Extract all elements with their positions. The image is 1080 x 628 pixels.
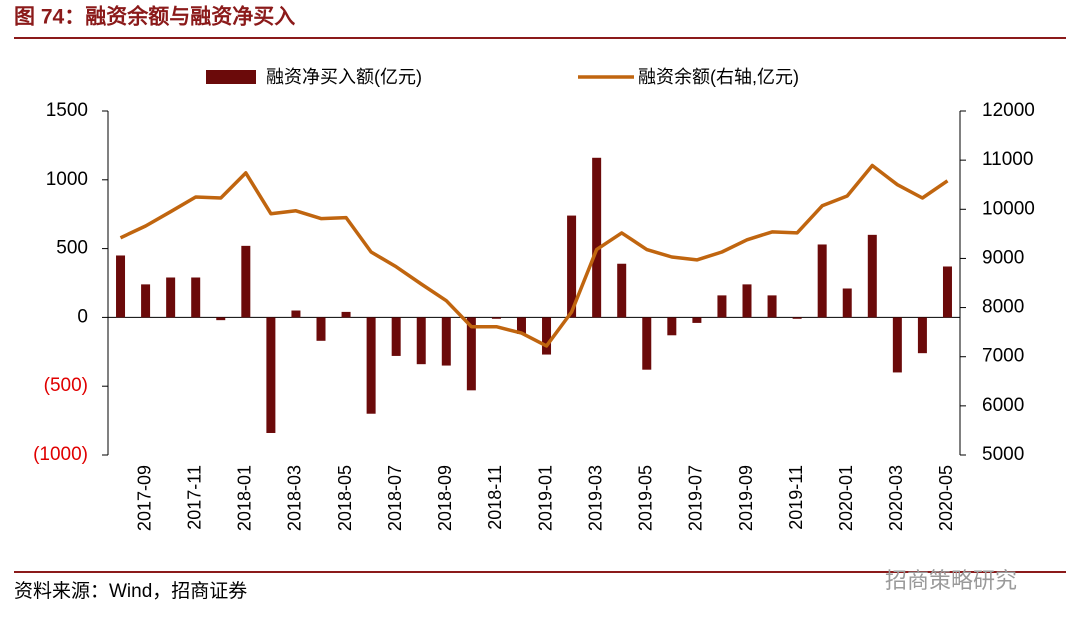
bar <box>516 317 526 334</box>
bar <box>892 317 902 373</box>
bar <box>116 255 126 318</box>
bar <box>867 234 877 318</box>
bar <box>667 317 677 336</box>
y2-tick-label: 7000 <box>982 346 1024 367</box>
y2-tick-label: 5000 <box>982 444 1024 465</box>
bar <box>942 266 952 318</box>
bar <box>592 157 602 318</box>
line <box>119 163 949 348</box>
bar <box>617 263 627 318</box>
bar <box>817 244 827 318</box>
y2-tick-label: 12000 <box>982 100 1035 121</box>
x-tick-label: 2018-11 <box>485 465 505 530</box>
bar <box>792 317 802 319</box>
bar <box>491 317 501 319</box>
bar <box>291 310 301 318</box>
y-tick-label: 500 <box>56 238 88 259</box>
y2-tick-label: 9000 <box>982 247 1024 268</box>
y-tick-label: 1500 <box>46 100 88 121</box>
x-tick-label: 2017-09 <box>134 465 154 531</box>
legend-label: 融资净买入额(亿元) <box>266 67 422 87</box>
bar <box>466 317 476 391</box>
x-tick-label: 2018-07 <box>385 465 405 531</box>
y2-tick-label: 8000 <box>982 297 1024 318</box>
bar <box>266 317 276 433</box>
bar <box>441 317 451 366</box>
bar <box>917 317 927 354</box>
x-tick-label: 2020-03 <box>886 465 906 531</box>
x-tick-label: 2018-01 <box>235 465 255 531</box>
x-tick-label: 2019-07 <box>686 465 706 531</box>
bar <box>842 288 852 318</box>
legend-label: 融资余额(右轴,亿元) <box>638 67 799 87</box>
bar <box>542 317 552 355</box>
bar <box>216 317 226 321</box>
bar <box>567 215 577 318</box>
y-tick-label: (1000) <box>33 444 88 465</box>
bar <box>416 317 426 365</box>
x-tick-label: 2020-05 <box>936 465 956 531</box>
bar <box>366 317 376 414</box>
y2-tick-label: 10000 <box>982 198 1035 219</box>
bar <box>742 284 752 318</box>
bar <box>141 284 151 318</box>
bar <box>642 317 652 370</box>
bar <box>717 295 727 318</box>
y2-tick-label: 6000 <box>982 395 1024 416</box>
bar <box>241 245 251 318</box>
bar <box>692 317 702 323</box>
y-tick-label: 0 <box>77 306 88 327</box>
x-tick-label: 2019-05 <box>636 465 656 531</box>
y-tick-label: (500) <box>44 375 88 396</box>
x-tick-label: 2019-03 <box>585 465 605 531</box>
x-tick-label: 2018-03 <box>285 465 305 531</box>
x-tick-label: 2018-09 <box>435 465 455 531</box>
bar <box>191 277 201 318</box>
bar <box>166 277 176 318</box>
x-tick-label: 2018-05 <box>335 465 355 531</box>
watermark: 招商策略研究 <box>885 568 1017 593</box>
x-tick-label: 2019-01 <box>535 465 555 531</box>
source-note: 资料来源：Wind，招商证券 <box>14 580 247 602</box>
x-tick-label: 2017-11 <box>184 465 204 530</box>
y-tick-label: 1000 <box>46 169 88 190</box>
y2-tick-label: 11000 <box>982 149 1033 170</box>
bar <box>391 317 401 356</box>
bar <box>767 295 777 318</box>
chart-title: 图 74：融资余额与融资净买入 <box>14 5 295 29</box>
x-tick-label: 2019-09 <box>736 465 756 531</box>
x-tick-label: 2019-11 <box>786 465 806 530</box>
bar <box>316 317 326 341</box>
x-tick-label: 2020-01 <box>836 465 856 531</box>
bar <box>341 311 351 318</box>
legend-swatch <box>206 70 256 84</box>
